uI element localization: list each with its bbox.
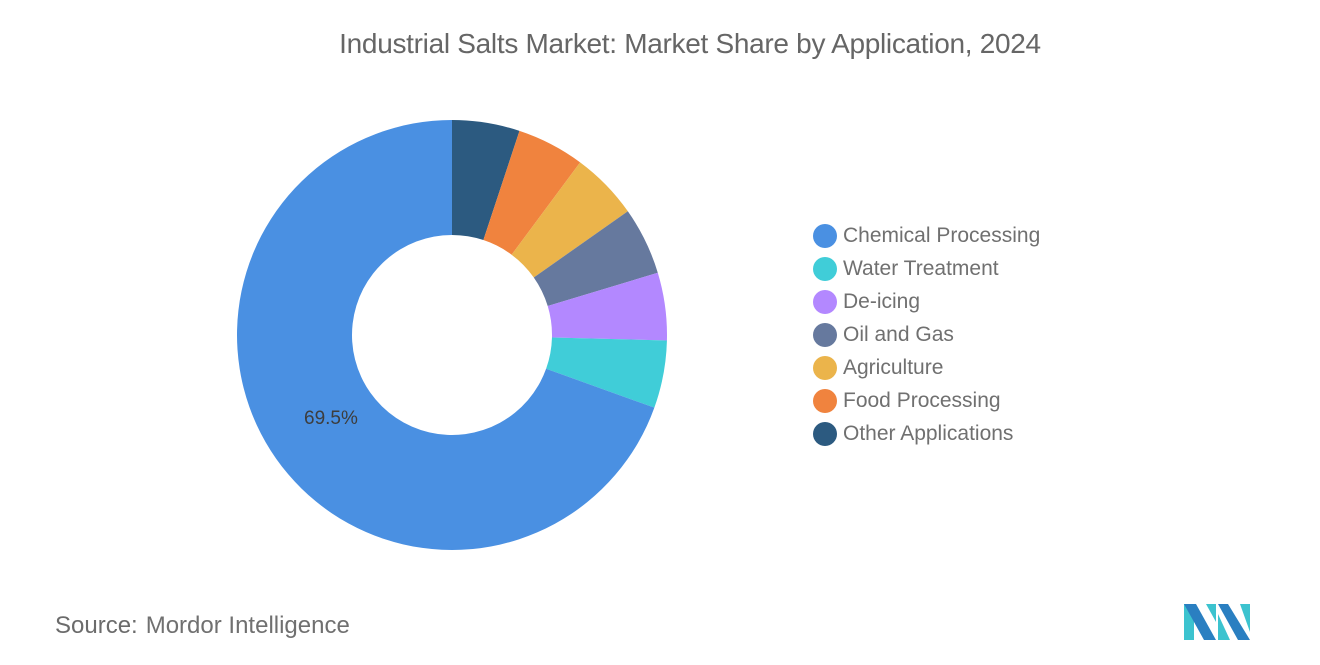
legend-label: Food Processing xyxy=(843,388,1001,412)
legend-label: Agriculture xyxy=(843,355,944,379)
slice-de-icing[interactable] xyxy=(547,272,667,341)
legend-item-chemical-processing[interactable]: Chemical Processing xyxy=(813,219,1040,252)
legend-swatch-icon xyxy=(813,256,837,281)
legend-label: Other Applications xyxy=(843,421,1014,445)
legend-item-other-applications[interactable]: Other Applications xyxy=(813,417,1040,450)
source-key: Source: xyxy=(55,612,138,639)
legend-item-agriculture[interactable]: Agriculture xyxy=(813,351,1040,384)
legend-swatch-icon xyxy=(813,223,837,248)
legend-label: Chemical Processing xyxy=(843,223,1041,247)
legend-swatch-icon xyxy=(813,388,837,413)
legend: Chemical Processing Water Treatment De-i… xyxy=(813,219,1040,450)
slice-agriculture[interactable] xyxy=(511,162,628,278)
mordor-logo-icon xyxy=(1184,604,1250,640)
legend-swatch-icon xyxy=(813,322,837,347)
source-attribution: Source: Mordor Intelligence xyxy=(55,612,350,640)
slice-food-processing[interactable] xyxy=(483,130,581,255)
donut-slices xyxy=(236,120,667,550)
legend-swatch-icon xyxy=(813,289,837,314)
legend-label: Water Treatment xyxy=(843,256,999,280)
legend-label: Oil and Gas xyxy=(843,322,954,346)
data-label-chemical-processing: 69.5% xyxy=(304,408,358,429)
legend-swatch-icon xyxy=(813,421,837,446)
slice-oil-and-gas[interactable] xyxy=(533,211,658,307)
source-value: Mordor Intelligence xyxy=(145,612,350,639)
legend-swatch-icon xyxy=(813,355,837,380)
slice-chemical-processing[interactable] xyxy=(236,120,655,550)
legend-item-food-processing[interactable]: Food Processing xyxy=(813,384,1040,417)
slice-other-applications[interactable] xyxy=(452,120,520,241)
legend-label: De-icing xyxy=(843,289,921,313)
slice-water-treatment[interactable] xyxy=(546,337,667,408)
legend-item-de-icing[interactable]: De-icing xyxy=(813,285,1040,318)
legend-item-water-treatment[interactable]: Water Treatment xyxy=(813,252,1040,285)
chart-title: Industrial Salts Market: Market Share by… xyxy=(339,28,1041,59)
legend-item-oil-and-gas[interactable]: Oil and Gas xyxy=(813,318,1040,351)
